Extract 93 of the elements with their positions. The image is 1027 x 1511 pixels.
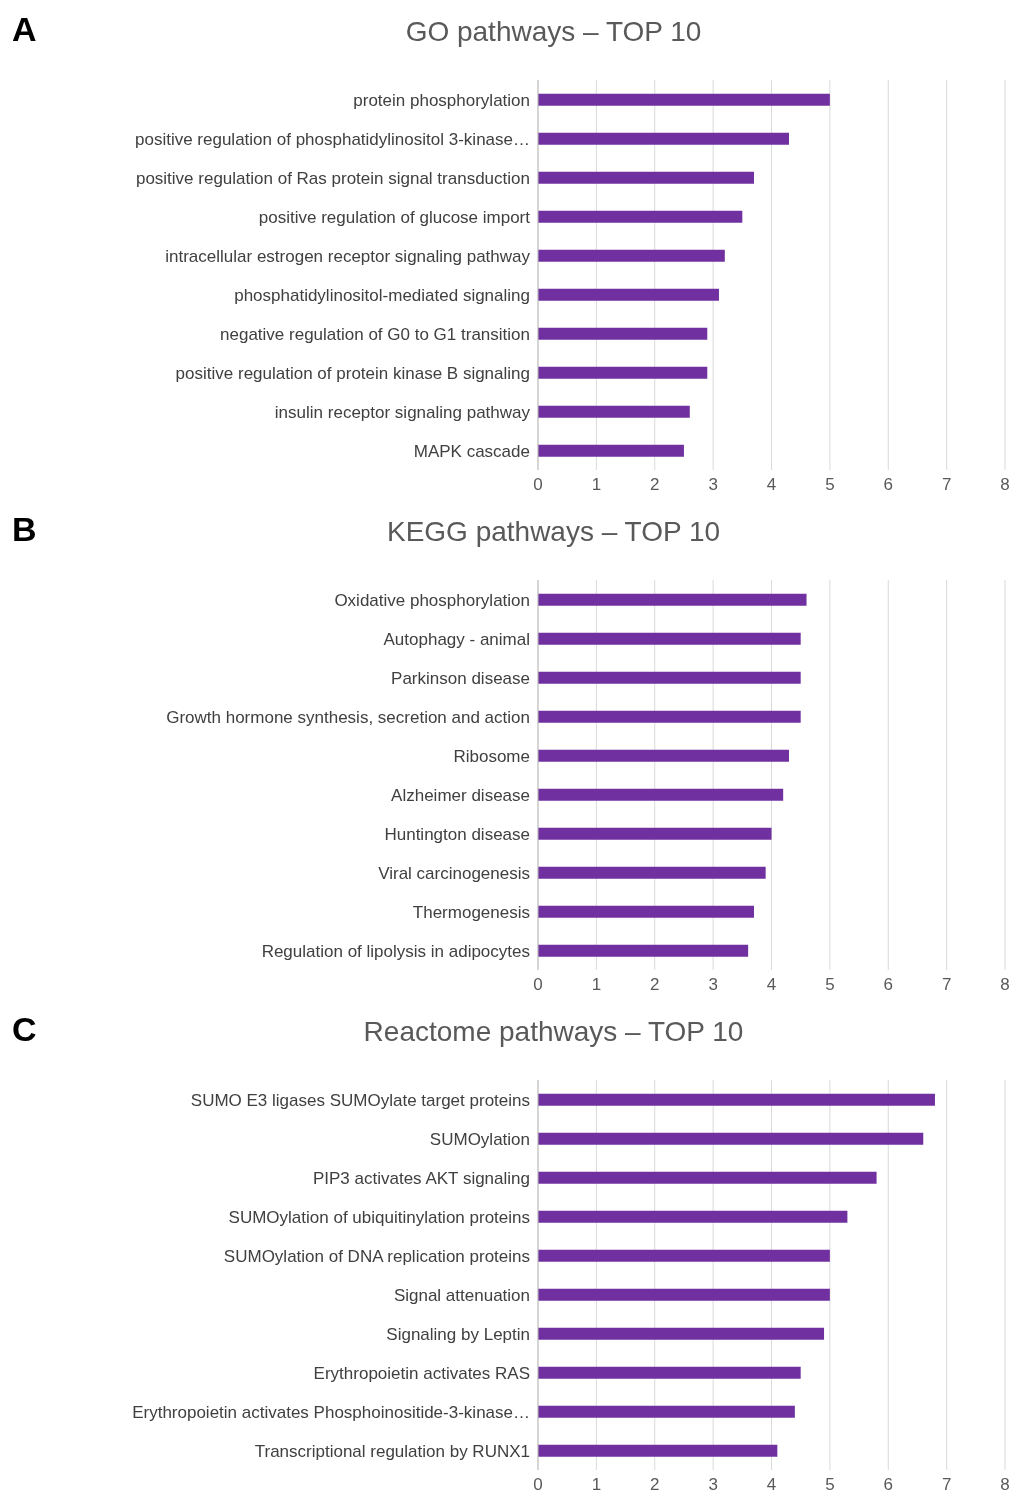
bar <box>538 1093 935 1106</box>
text: C <box>12 1010 37 1049</box>
bar <box>538 1249 830 1262</box>
x-tick-label: 6 <box>883 975 893 995</box>
bar <box>538 132 790 145</box>
x-tick-label: 5 <box>825 1475 835 1495</box>
y-tick-label: positive regulation of protein kinase B signaling <box>175 363 530 383</box>
bar <box>538 827 772 840</box>
bar <box>538 593 807 606</box>
x-tick-label: 8 <box>1000 975 1010 995</box>
y-tick-label: Huntington disease <box>384 824 530 844</box>
bar <box>538 710 801 723</box>
bar <box>538 327 708 340</box>
chart-title: KEGG pathways – TOP 10 <box>386 516 721 547</box>
chart-title: Reactome pathways – TOP 10 <box>363 1016 744 1047</box>
x-tick-label: 0 <box>533 475 543 495</box>
bar <box>538 171 754 184</box>
bar <box>538 444 684 457</box>
text: A <box>12 10 37 49</box>
bar <box>538 944 749 957</box>
y-tick-label: Viral carcinogenesis <box>378 863 530 883</box>
bar <box>538 632 801 645</box>
bar <box>538 788 784 801</box>
y-tick-label: phosphatidylinositol-mediated signaling <box>234 285 530 305</box>
y-tick-label: positive regulation of Ras protein signal transduction <box>135 168 530 188</box>
bar <box>538 866 766 879</box>
y-tick-label: Transcriptional regulation by RUNX1 <box>254 1441 530 1461</box>
y-tick-label: negative regulation of G0 to G1 transition <box>220 324 530 344</box>
x-tick-label: 6 <box>883 475 893 495</box>
y-tick-label: MAPK cascade <box>413 441 530 461</box>
bar <box>538 249 725 262</box>
bar <box>538 1171 877 1184</box>
y-tick-label: intracellular estrogen receptor signaling pathway <box>165 246 531 266</box>
x-tick-label: 6 <box>883 1475 893 1495</box>
x-tick-label: 2 <box>650 475 660 495</box>
bar <box>538 1132 924 1145</box>
x-tick-label: 3 <box>708 975 718 995</box>
y-tick-label: protein phosphorylation <box>353 90 530 110</box>
x-tick-label: 1 <box>591 1475 602 1495</box>
x-tick-label: 1 <box>591 975 602 995</box>
bar <box>538 93 830 106</box>
x-tick-label: 7 <box>941 975 952 995</box>
x-tick-label: 3 <box>708 1475 718 1495</box>
bar <box>538 210 743 223</box>
x-tick-label: 4 <box>766 1475 777 1495</box>
x-tick-label: 1 <box>591 475 602 495</box>
y-tick-label: Signal attenuation <box>393 1285 530 1305</box>
x-tick-label: 0 <box>533 975 543 995</box>
bar <box>538 405 690 418</box>
x-tick-label: 8 <box>1000 475 1010 495</box>
y-tick-label: Erythropoietin activates Phosphoinositide-3-kinase… <box>132 1402 530 1422</box>
bar <box>538 1288 830 1301</box>
bar <box>538 1366 801 1379</box>
y-tick-label: SUMOylation of DNA replication proteins <box>223 1246 530 1266</box>
bar <box>538 905 754 918</box>
y-tick-label: SUMO E3 ligases SUMOylate target proteins <box>190 1090 530 1110</box>
chart-title: GO pathways – TOP 10 <box>405 16 702 47</box>
x-tick-label: 2 <box>650 1475 660 1495</box>
bar <box>538 671 801 684</box>
y-tick-label: SUMOylation of ubiquitinylation proteins <box>228 1207 530 1227</box>
y-tick-label: positive regulation of glucose import <box>258 207 531 227</box>
y-tick-label: Alzheimer disease <box>391 785 530 805</box>
y-tick-label: Ribosome <box>453 746 530 766</box>
x-tick-label: 5 <box>825 475 835 495</box>
y-tick-label: Parkinson disease <box>391 668 530 688</box>
y-tick-label: PIP3 activates AKT signaling <box>312 1168 530 1188</box>
x-tick-label: 5 <box>825 975 835 995</box>
y-tick-label: Oxidative phosphorylation <box>334 590 530 610</box>
x-tick-label: 7 <box>941 475 952 495</box>
y-tick-label: Signaling by Leptin <box>386 1324 530 1344</box>
y-tick-label: SUMOylation <box>429 1129 530 1149</box>
x-tick-label: 0 <box>533 1475 543 1495</box>
x-tick-label: 2 <box>650 975 660 995</box>
bar <box>538 749 790 762</box>
y-tick-label: Thermogenesis <box>412 902 530 922</box>
x-tick-label: 4 <box>766 975 777 995</box>
bar <box>538 1444 778 1457</box>
text: B <box>12 510 37 549</box>
y-tick-label: positive regulation of phosphatidylinositol 3-kinase… <box>134 129 530 149</box>
y-tick-label: Regulation of lipolysis in adipocytes <box>261 941 530 961</box>
bar <box>538 288 719 301</box>
y-tick-label: Autophagy - animal <box>383 629 530 649</box>
x-tick-label: 3 <box>708 475 718 495</box>
bar <box>538 1405 795 1418</box>
y-tick-label: Growth hormone synthesis, secretion and action <box>166 707 530 727</box>
x-tick-label: 7 <box>941 1475 952 1495</box>
x-tick-label: 8 <box>1000 1475 1010 1495</box>
y-tick-label: Erythropoietin activates RAS <box>313 1363 530 1383</box>
bar <box>538 1210 848 1223</box>
x-tick-label: 4 <box>766 475 777 495</box>
bar <box>538 366 708 379</box>
y-tick-label: insulin receptor signaling pathway <box>274 402 531 422</box>
bar <box>538 1327 825 1340</box>
